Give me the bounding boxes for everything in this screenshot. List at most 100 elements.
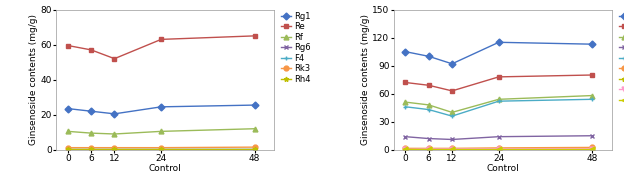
Line: Rb2: Rb2 xyxy=(403,93,595,115)
Rd xyxy=(588,98,596,100)
Re xyxy=(110,58,118,60)
Rh4 xyxy=(110,148,118,151)
Line: Rk1: Rk1 xyxy=(403,146,595,152)
Rg3(r) xyxy=(448,148,456,150)
Rg1 xyxy=(251,104,258,106)
F4 xyxy=(251,148,258,150)
Rc xyxy=(425,84,432,86)
Rd xyxy=(448,115,456,117)
Rk3 xyxy=(157,146,165,149)
Line: Rg5: Rg5 xyxy=(403,147,595,152)
Rd xyxy=(495,100,502,102)
Line: Rb3: Rb3 xyxy=(403,133,595,142)
Rg3(r) xyxy=(495,148,502,150)
Rg1 xyxy=(157,106,165,108)
Rb3 xyxy=(588,135,596,137)
Rb2 xyxy=(495,98,502,100)
F4 xyxy=(110,148,118,150)
Y-axis label: Ginsenoside contents (mg/g): Ginsenoside contents (mg/g) xyxy=(361,14,369,145)
Rk1 xyxy=(425,148,432,150)
Y-axis label: Ginsenoside contents (mg/g): Ginsenoside contents (mg/g) xyxy=(29,14,37,145)
Rk1 xyxy=(448,148,456,150)
Rd xyxy=(402,106,409,108)
F4 xyxy=(64,148,72,150)
Line: Rb1: Rb1 xyxy=(403,40,595,66)
Rg3(s) xyxy=(425,147,432,150)
Rg5 xyxy=(402,148,409,151)
Line: Rh4: Rh4 xyxy=(66,147,257,152)
Line: Rg1: Rg1 xyxy=(66,103,257,116)
Re xyxy=(251,35,258,37)
Rh4 xyxy=(64,148,72,151)
Line: Re: Re xyxy=(66,33,257,61)
Rf xyxy=(64,130,72,132)
Rk3 xyxy=(87,146,95,149)
F4 xyxy=(157,148,165,150)
Rk1 xyxy=(402,148,409,151)
Rg6 xyxy=(157,148,165,150)
Rg1 xyxy=(64,108,72,110)
Rg6 xyxy=(110,148,118,150)
Rg3(r) xyxy=(588,148,596,150)
Line: Rg6: Rg6 xyxy=(66,146,257,151)
Rg3(r) xyxy=(425,148,432,150)
Legend: Rg1, Re, Rf, Rg6, F4, Rk3, Rh4: Rg1, Re, Rf, Rg6, F4, Rk3, Rh4 xyxy=(280,11,311,85)
Rg6 xyxy=(87,148,95,150)
Re xyxy=(87,49,95,51)
Line: F4: F4 xyxy=(66,147,257,152)
Rg5 xyxy=(425,148,432,151)
Rf xyxy=(157,130,165,132)
Rb3 xyxy=(402,136,409,138)
Rh4 xyxy=(251,148,258,151)
Rb3 xyxy=(448,138,456,141)
Rb2 xyxy=(402,101,409,103)
Rg5 xyxy=(495,148,502,151)
Rg3(s) xyxy=(588,146,596,149)
Rb1 xyxy=(425,55,432,57)
Rg3(s) xyxy=(495,147,502,149)
Re xyxy=(157,38,165,41)
Rh4 xyxy=(87,148,95,151)
Rd xyxy=(425,108,432,111)
Line: Rc: Rc xyxy=(403,73,595,93)
Rb2 xyxy=(448,111,456,113)
Rf xyxy=(87,132,95,134)
Rc xyxy=(588,74,596,76)
Rb2 xyxy=(588,94,596,97)
Rk1 xyxy=(588,148,596,150)
Rc xyxy=(448,90,456,92)
Rb3 xyxy=(495,136,502,138)
Line: Rk3: Rk3 xyxy=(66,145,257,150)
Rg1 xyxy=(110,113,118,115)
Rg5 xyxy=(448,148,456,151)
Re xyxy=(64,44,72,47)
Rk3 xyxy=(64,146,72,149)
Rg3(s) xyxy=(402,147,409,150)
Line: Rg3(s): Rg3(s) xyxy=(403,145,595,151)
Rb1 xyxy=(402,50,409,53)
Rb3 xyxy=(425,137,432,140)
Rk1 xyxy=(495,148,502,150)
Rf xyxy=(110,133,118,135)
X-axis label: Control: Control xyxy=(486,164,519,173)
Rc xyxy=(495,76,502,78)
Line: Rf: Rf xyxy=(66,126,257,137)
Rf xyxy=(251,128,258,130)
X-axis label: Control: Control xyxy=(149,164,182,173)
Legend: Rb1, Rc, Rb2, Rb3, Rd, Rg3(s), Rg3(r), Rk1, Rg5: Rb1, Rc, Rb2, Rb3, Rd, Rg3(s), Rg3(r), R… xyxy=(618,11,624,106)
Rg6 xyxy=(64,148,72,150)
Rh4 xyxy=(157,148,165,151)
Rb2 xyxy=(425,104,432,106)
Rg3(r) xyxy=(402,148,409,150)
Rg1 xyxy=(87,110,95,112)
Line: Rg3(r): Rg3(r) xyxy=(403,146,595,151)
Rb1 xyxy=(588,43,596,45)
Rg6 xyxy=(251,148,258,150)
Line: Rd: Rd xyxy=(403,97,595,118)
Rg3(s) xyxy=(448,147,456,150)
Rk3 xyxy=(251,146,258,148)
Rk3 xyxy=(110,146,118,149)
Rb1 xyxy=(448,63,456,65)
Rg5 xyxy=(588,148,596,151)
F4 xyxy=(87,148,95,150)
